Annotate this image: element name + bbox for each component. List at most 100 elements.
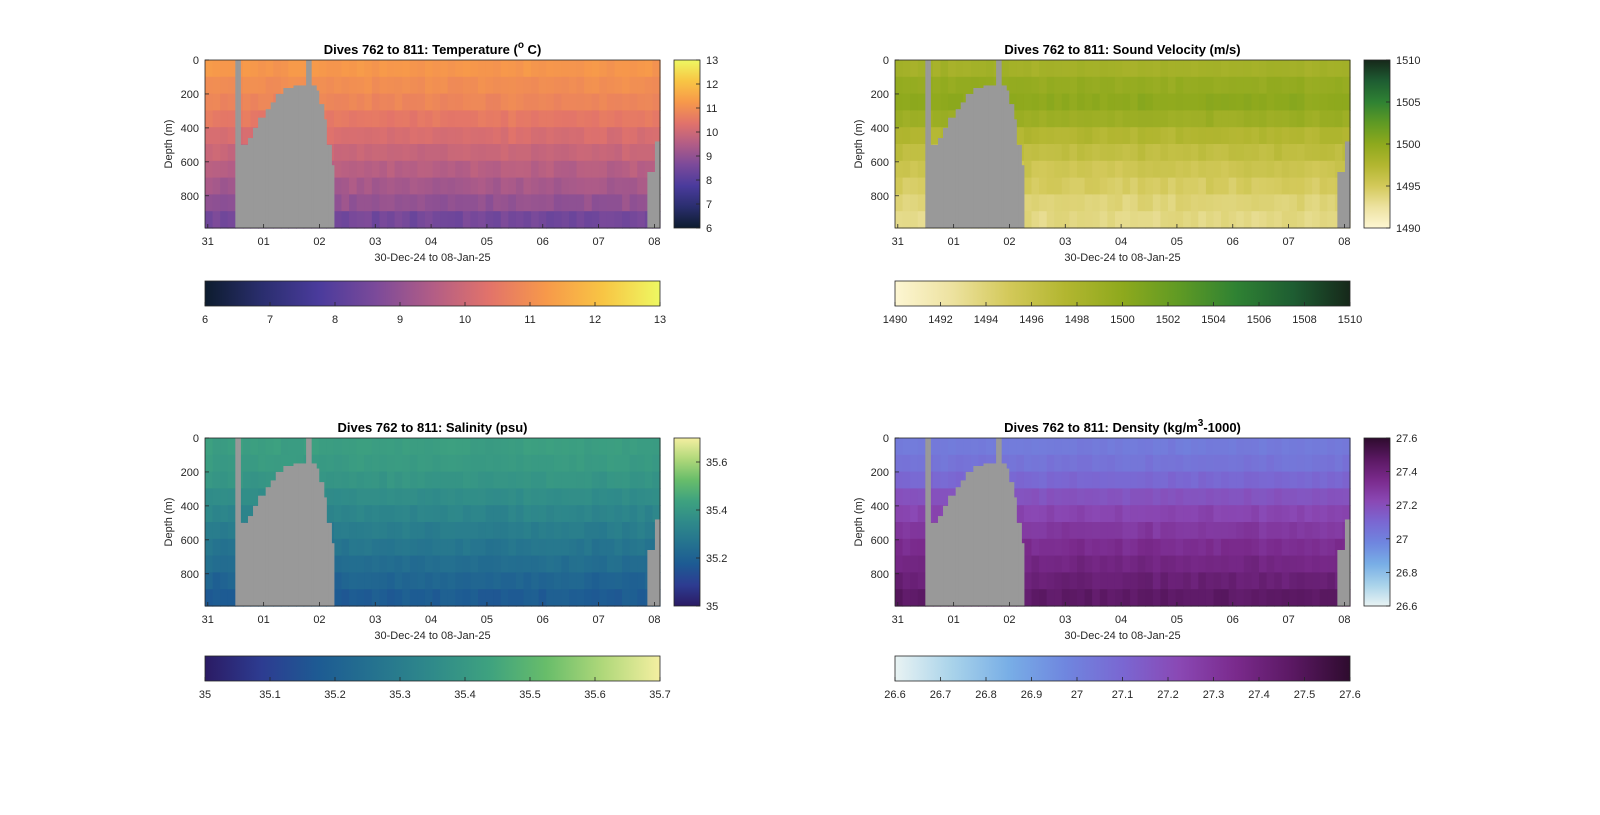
heatmap-cell <box>1145 572 1154 590</box>
heatmap-cell <box>515 110 525 128</box>
heatmap-cell <box>1130 194 1139 212</box>
heatmap-cell <box>409 127 418 145</box>
heatmap-cell <box>622 160 631 179</box>
heatmap-cell <box>409 160 418 179</box>
heatmap-cell <box>371 144 381 162</box>
heatmap-cell <box>1145 160 1154 179</box>
heatmap-cell <box>371 76 381 95</box>
heatmap-cell <box>220 538 229 557</box>
heatmap-cell <box>1107 60 1116 78</box>
y-tick-label: 400 <box>871 501 889 513</box>
heatmap-cell <box>1327 110 1336 128</box>
heatmap-cell <box>1198 555 1207 573</box>
heatmap-cell <box>1168 144 1177 162</box>
bad-data-column <box>657 519 661 606</box>
heatmap-cell <box>1160 144 1169 162</box>
heatmap-cell <box>227 555 236 573</box>
heatmap-cell <box>356 555 365 573</box>
heatmap-cell <box>1205 76 1215 95</box>
heatmap-cell <box>1069 60 1078 78</box>
heatmap-cell <box>1160 177 1169 195</box>
bad-data-column <box>290 88 294 228</box>
heatmap-cell <box>1023 211 1033 229</box>
heatmap-cell <box>629 522 638 540</box>
heatmap-cell <box>569 194 578 212</box>
heatmap-cell <box>485 60 494 78</box>
heatmap-cell <box>470 505 479 523</box>
heatmap-cell <box>1289 589 1298 607</box>
heatmap-cell <box>432 194 441 212</box>
heatmap-cell <box>546 454 555 473</box>
bad-data-column <box>253 127 257 228</box>
heatmap-cell <box>508 76 517 95</box>
heatmap-cell <box>333 144 343 162</box>
heatmap-cell <box>644 505 654 523</box>
heatmap-cell <box>584 110 593 128</box>
heatmap-cell <box>591 110 600 128</box>
heatmap-cell <box>1175 522 1184 540</box>
heatmap-cell <box>1236 144 1245 162</box>
heatmap-cell <box>1289 60 1298 78</box>
heatmap-cell <box>561 572 570 590</box>
heatmap-cell <box>493 177 502 195</box>
heatmap-cell <box>1046 589 1055 607</box>
heatmap-cell <box>409 471 418 489</box>
heatmap-cell <box>1289 522 1298 540</box>
heatmap-cell <box>371 522 381 540</box>
heatmap-cell <box>1183 505 1192 523</box>
heatmap-cell <box>1236 160 1245 179</box>
heatmap-cell <box>1069 589 1078 607</box>
heatmap-cell <box>569 127 578 145</box>
colorbar-right-label: 1500 <box>1396 139 1420 151</box>
heatmap-cell <box>333 93 343 111</box>
heatmap-cell <box>349 60 358 78</box>
heatmap-cell <box>1046 505 1055 523</box>
heatmap-cell <box>1054 76 1063 95</box>
heatmap-cell <box>364 555 373 573</box>
bad-data-column <box>978 466 982 606</box>
heatmap-cell <box>1130 60 1139 78</box>
heatmap-cell <box>902 177 911 195</box>
heatmap-cell <box>1168 110 1177 128</box>
heatmap-cell <box>409 194 418 212</box>
heatmap-cell <box>584 211 593 229</box>
heatmap-cell <box>1145 522 1154 540</box>
heatmap-cell <box>614 522 623 540</box>
heatmap-cell <box>205 76 214 95</box>
heatmap-cell <box>895 471 904 489</box>
heatmap-cell <box>447 144 456 162</box>
heatmap-cell <box>1334 488 1344 506</box>
heatmap-cell <box>546 538 555 557</box>
y-tick-label: 0 <box>193 433 199 445</box>
heatmap-cell <box>1054 555 1063 573</box>
heatmap-cell <box>1259 194 1268 212</box>
heatmap-cell <box>1243 538 1253 557</box>
heatmap-cell <box>1327 471 1336 489</box>
heatmap-cell <box>1054 572 1063 590</box>
heatmap-cell <box>652 505 661 523</box>
heatmap-cell <box>1039 177 1048 195</box>
heatmap-cell <box>1327 522 1336 540</box>
heatmap-cell <box>394 454 403 473</box>
heatmap-cell <box>637 538 646 557</box>
heatmap-cell <box>1213 76 1222 95</box>
heatmap-cell <box>1069 522 1078 540</box>
heatmap-cell <box>1304 555 1313 573</box>
heatmap-cell <box>1137 93 1146 111</box>
y-tick-label: 800 <box>871 191 889 203</box>
heatmap-cell <box>212 194 221 212</box>
heatmap-cell <box>1092 60 1101 78</box>
heatmap-cell <box>1319 538 1328 557</box>
heatmap-cell <box>1031 160 1040 179</box>
x-tick-label: 06 <box>537 614 549 626</box>
heatmap-cell <box>591 538 600 557</box>
heatmap-cell <box>1334 127 1344 145</box>
heatmap-cell <box>394 177 403 195</box>
heatmap-cell <box>569 93 578 111</box>
heatmap-cell <box>1266 177 1275 195</box>
heatmap-cell <box>1099 160 1108 179</box>
heatmap-cell <box>1259 177 1268 195</box>
x-tick-label: 03 <box>369 236 381 248</box>
heatmap-cell <box>500 522 509 540</box>
heatmap-cell <box>584 194 593 212</box>
